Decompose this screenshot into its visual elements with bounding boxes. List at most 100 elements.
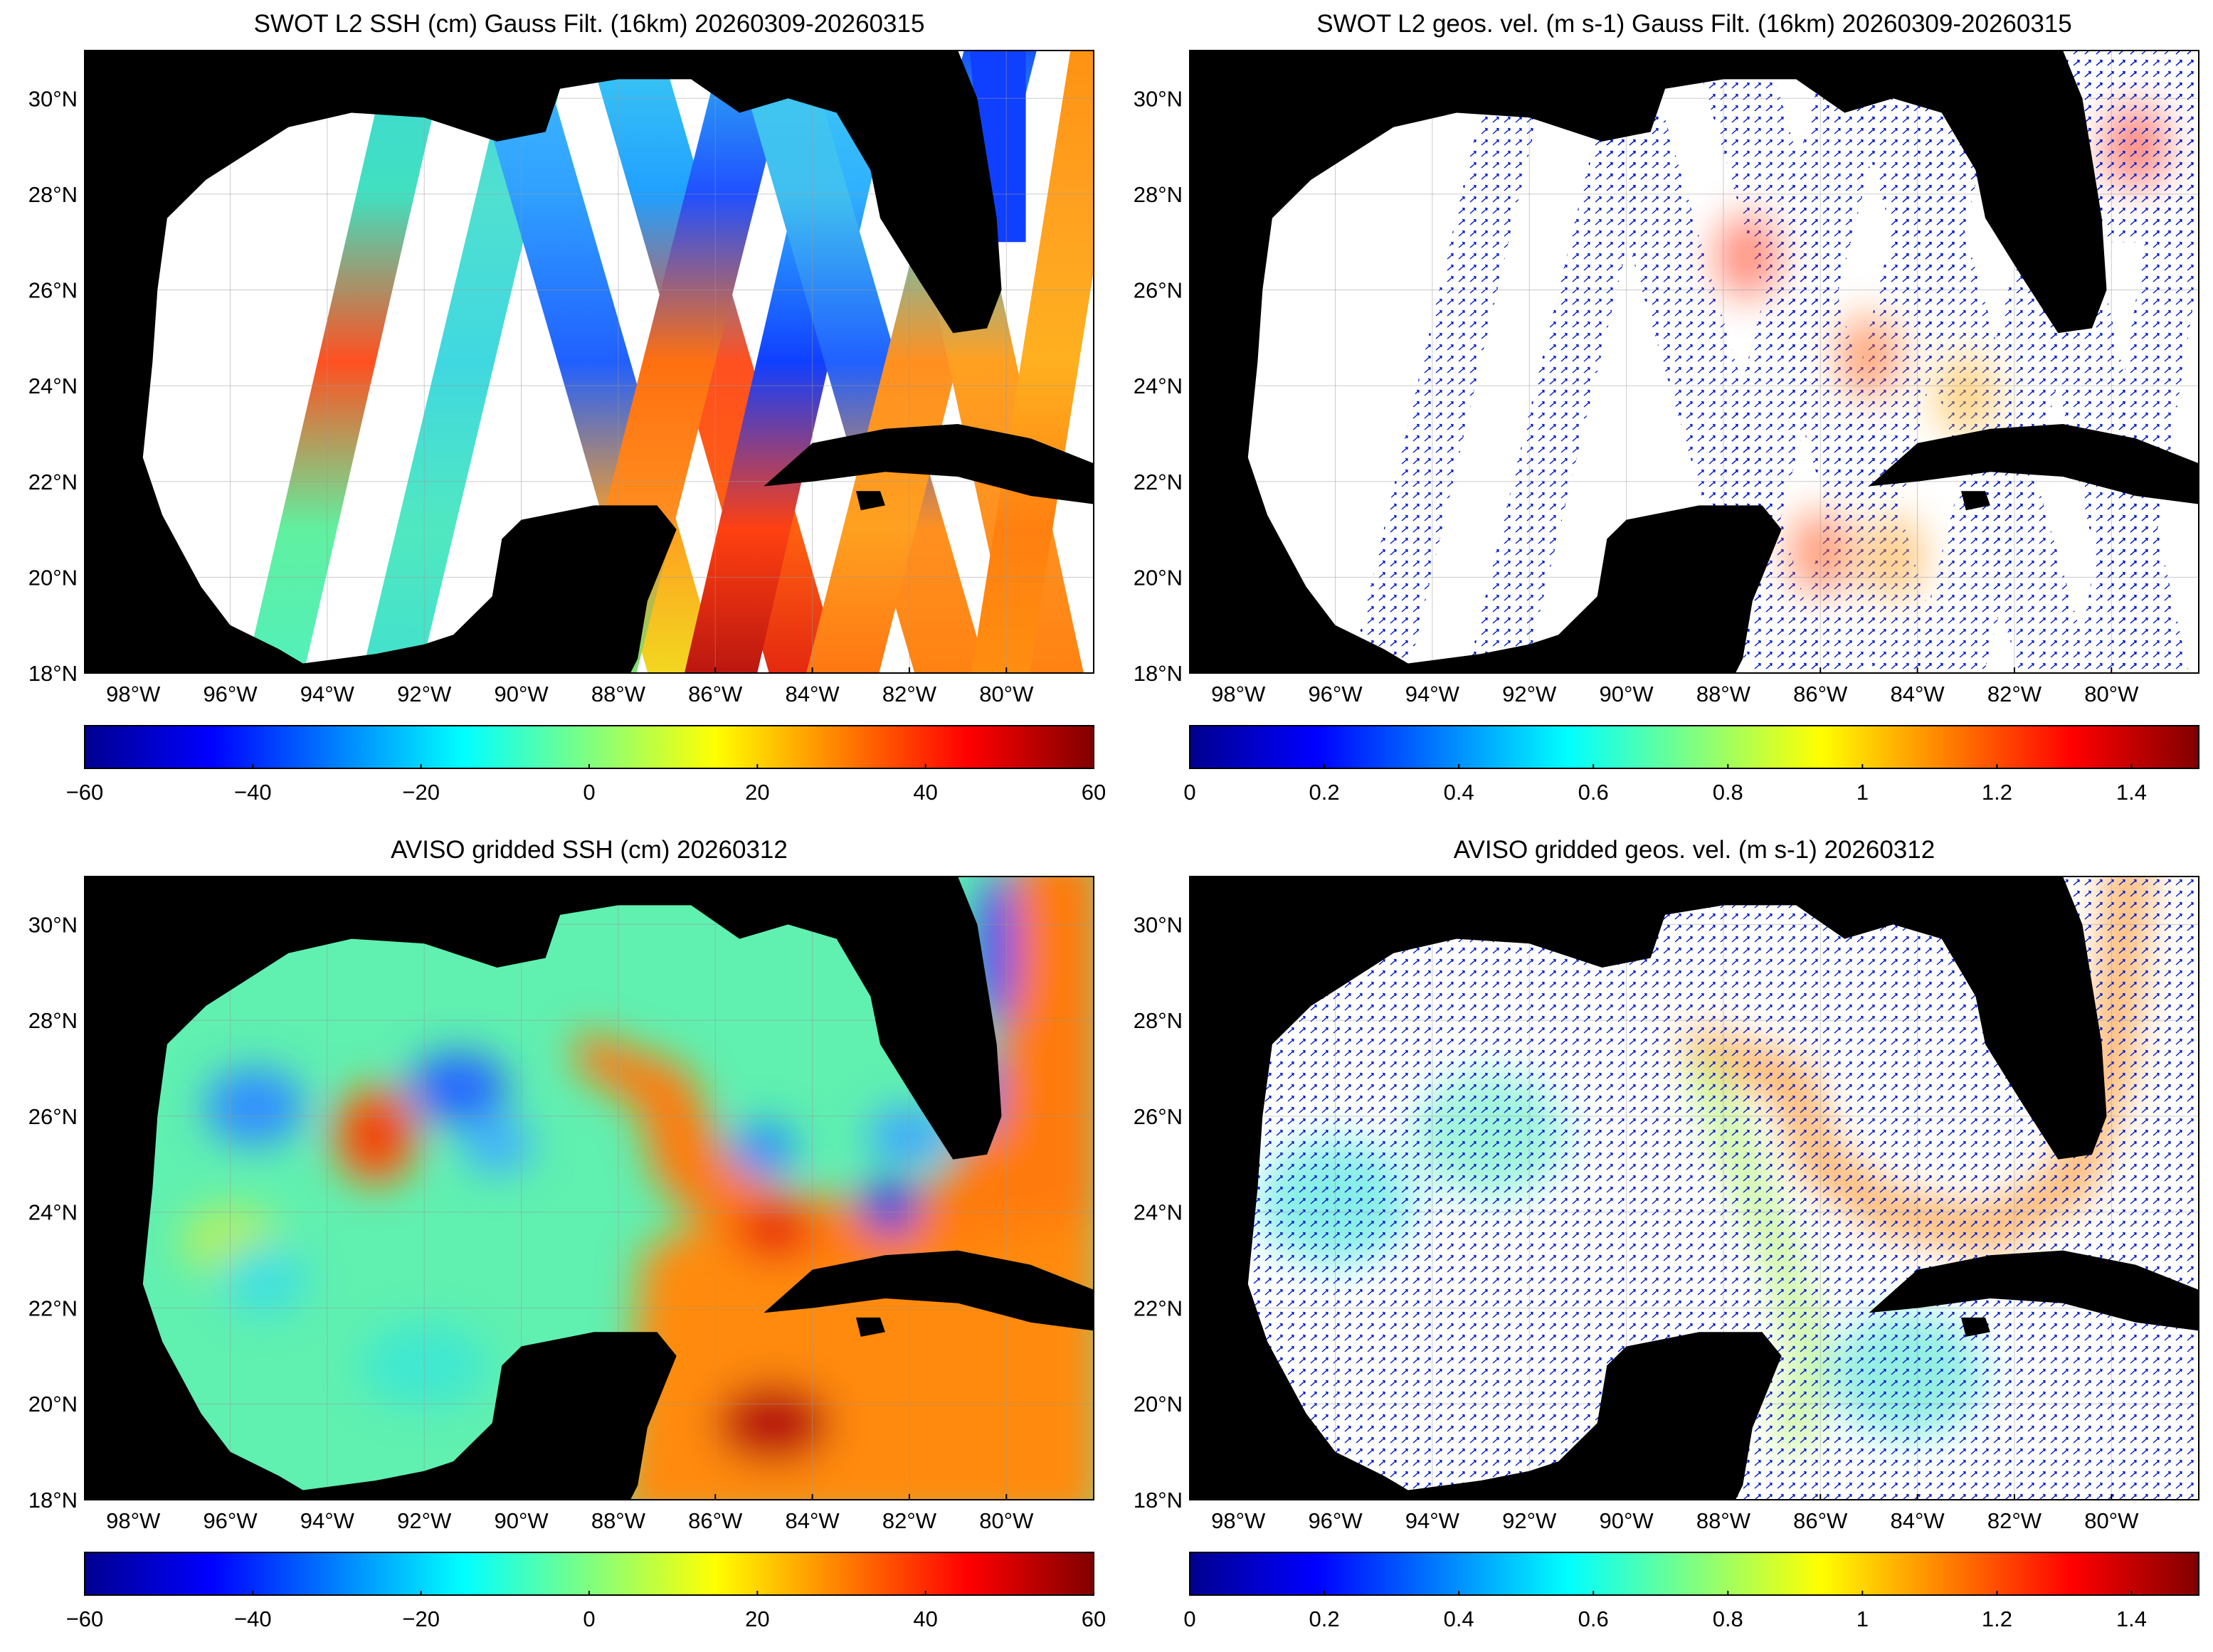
map-panel: SWOT L2 SSH (cm) Gauss Filt. (16km) 2026… xyxy=(28,10,1106,805)
colorbar-tick-label: −20 xyxy=(402,1606,440,1631)
colorbar-tick-label: 40 xyxy=(913,780,937,805)
y-tick-label: 24°N xyxy=(28,1200,78,1225)
current-blob xyxy=(1861,515,1926,601)
x-tick-label: 94°W xyxy=(300,682,355,706)
colorbar xyxy=(84,1552,1094,1596)
plot-area xyxy=(1190,877,2199,1500)
plot-frame xyxy=(1189,876,2199,1500)
x-tick-label: 88°W xyxy=(1696,1508,1751,1533)
colorbar-tick-label: 1 xyxy=(1857,780,1869,805)
x-tick-label: 82°W xyxy=(1987,1508,2042,1533)
y-tick-label: 26°N xyxy=(1134,278,1183,303)
y-tick-label: 28°N xyxy=(1134,1008,1183,1033)
colorbar xyxy=(84,725,1094,769)
colorbar-tick-label: 60 xyxy=(1082,1606,1106,1631)
x-tick-label: 92°W xyxy=(1502,682,1557,706)
colorbar-tick-label: 1.4 xyxy=(2116,1606,2147,1631)
ssh-blob xyxy=(731,1121,796,1179)
x-tick-label: 86°W xyxy=(1793,682,1848,706)
y-tick-label: 30°N xyxy=(28,86,78,111)
plot-area xyxy=(85,51,1094,673)
y-tick-label: 26°N xyxy=(1134,1104,1183,1129)
y-tick-label: 22°N xyxy=(1134,1296,1183,1320)
current-blob xyxy=(1837,314,1901,400)
panel-title: SWOT L2 SSH (cm) Gauss Filt. (16km) 2026… xyxy=(254,10,925,38)
swath xyxy=(971,51,1094,673)
x-tick-label: 90°W xyxy=(1599,682,1654,706)
colorbar-tick-label: 1.2 xyxy=(1982,780,2012,805)
x-tick-label: 84°W xyxy=(1891,1508,1945,1533)
panel-title: SWOT L2 geos. vel. (m s-1) Gauss Filt. (… xyxy=(1316,10,2072,38)
ssh-blob xyxy=(978,877,1015,1027)
colorbar xyxy=(1189,1552,2199,1596)
colorbar-tick-label: 0.4 xyxy=(1444,1606,1474,1631)
colorbar-tick-label: 1.4 xyxy=(2116,780,2147,805)
plot-frame xyxy=(84,876,1094,1500)
land xyxy=(856,491,885,511)
x-tick-label: 94°W xyxy=(300,1508,355,1533)
y-tick-label: 28°N xyxy=(28,182,78,207)
ssh-blob xyxy=(354,1106,398,1164)
land xyxy=(764,424,1094,504)
colorbar-tick-label: 0 xyxy=(1183,780,1195,805)
colorbar-tick-label: 0.4 xyxy=(1444,780,1474,805)
x-tick-label: 90°W xyxy=(494,682,549,706)
y-tick-label: 20°N xyxy=(1134,565,1183,590)
x-tick-label: 92°W xyxy=(1502,1508,1557,1533)
y-tick-label: 20°N xyxy=(1134,1392,1183,1417)
land xyxy=(1190,877,2107,1500)
x-tick-label: 90°W xyxy=(494,1508,549,1533)
colorbar-tick-label: 0.6 xyxy=(1578,780,1609,805)
x-tick-label: 84°W xyxy=(786,1508,840,1533)
y-tick-label: 20°N xyxy=(28,1392,78,1417)
colorbar-tick-label: −60 xyxy=(66,780,104,805)
swath xyxy=(1350,51,1553,673)
panel-title: AVISO gridded SSH (cm) 20260312 xyxy=(391,836,788,864)
current-blob xyxy=(1715,213,1780,300)
ssh-blob xyxy=(738,1202,810,1260)
x-tick-label: 98°W xyxy=(1211,682,1266,706)
colorbar-tick-label: −40 xyxy=(234,1606,272,1631)
x-tick-label: 98°W xyxy=(106,1508,161,1533)
x-tick-label: 80°W xyxy=(979,682,1034,706)
x-tick-label: 84°W xyxy=(1891,682,1945,706)
swath xyxy=(734,51,988,673)
loop-current xyxy=(574,877,1094,1270)
x-tick-label: 88°W xyxy=(591,682,646,706)
colorbar-tick-label: 1 xyxy=(1857,1606,1869,1631)
colorbar-tick-label: 20 xyxy=(745,1606,769,1631)
x-tick-label: 86°W xyxy=(688,682,743,706)
x-tick-label: 94°W xyxy=(1405,682,1460,706)
ssh-blob xyxy=(717,1384,831,1463)
current-blob xyxy=(1933,352,1998,438)
ssh-blob xyxy=(221,1244,307,1315)
ssh-blob xyxy=(204,1067,305,1146)
x-tick-label: 80°W xyxy=(2084,1508,2139,1533)
ssh-blob xyxy=(461,1116,533,1174)
x-tick-label: 86°W xyxy=(1793,1508,1848,1533)
x-tick-label: 82°W xyxy=(882,682,937,706)
plot-area xyxy=(85,877,1094,1500)
land xyxy=(1190,51,2107,673)
y-tick-label: 22°N xyxy=(1134,470,1183,494)
x-tick-label: 96°W xyxy=(1308,1508,1363,1533)
colorbar-tick-label: 0 xyxy=(1183,1606,1195,1631)
colorbar-tick-label: 0.8 xyxy=(1713,1606,1743,1631)
colorbar-tick-label: 60 xyxy=(1082,780,1106,805)
land xyxy=(856,1317,885,1337)
map-panel: AVISO gridded SSH (cm) 20260312 98°W 96°W 9… xyxy=(28,836,1106,1631)
ssh-blob xyxy=(861,1178,919,1236)
x-tick-label: 86°W xyxy=(688,1508,743,1533)
y-tick-label: 28°N xyxy=(1134,182,1183,207)
plot-area xyxy=(1190,51,2199,673)
x-tick-label: 96°W xyxy=(203,1508,258,1533)
y-tick-label: 30°N xyxy=(28,912,78,937)
x-tick-label: 98°W xyxy=(1211,1508,1266,1533)
y-tick-label: 22°N xyxy=(28,470,78,494)
y-tick-label: 24°N xyxy=(1134,374,1183,398)
swath xyxy=(245,51,448,673)
colorbar-tick-label: 0.2 xyxy=(1309,780,1340,805)
y-tick-label: 18°N xyxy=(1134,1488,1183,1513)
